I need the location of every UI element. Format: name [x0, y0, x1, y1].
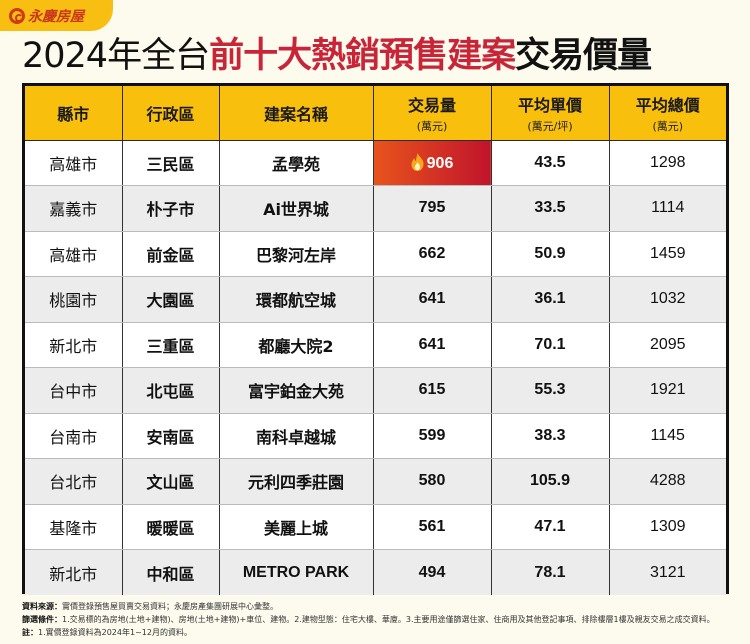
cell-county: 台中市: [25, 367, 123, 414]
cell-county: 台南市: [25, 413, 123, 459]
cell-district: 三重區: [122, 322, 220, 368]
cell-volume-highlighted: 906: [373, 140, 492, 186]
column-unit: (萬元): [652, 119, 684, 133]
footnote-note: 註：1.實價登錄資料為2024年1~12月的資料。: [22, 628, 192, 637]
cell-total-price: 1298: [609, 140, 726, 186]
cell-volume: 641: [373, 322, 492, 368]
column-header-total-price: 平均總價 (萬元): [609, 86, 726, 141]
cell-total-price: 1114: [609, 185, 726, 232]
volume-value: 906: [426, 154, 454, 172]
cell-unit-price: 36.1: [491, 276, 610, 323]
title-part-suffix: 交易價量: [515, 36, 652, 76]
cell-project: 富宇鉑金大苑: [219, 367, 374, 414]
cell-county: 台北市: [25, 458, 123, 505]
table-row: 台南市 安南區 南科卓越城 599 38.3 1145: [25, 413, 726, 459]
cell-county: 桃園市: [25, 276, 123, 323]
cell-unit-price: 43.5: [491, 140, 610, 186]
cell-volume: 795: [373, 185, 492, 232]
column-header-unit-price: 平均單價 (萬元/坪): [491, 86, 610, 141]
cell-volume: 662: [373, 231, 492, 277]
cell-volume: 494: [373, 549, 492, 595]
cell-district: 朴子市: [122, 185, 220, 232]
cell-district: 三民區: [122, 140, 220, 186]
cell-county: 新北市: [25, 549, 123, 595]
cell-project: 南科卓越城: [219, 413, 374, 459]
presale-ranking-table: 縣市 行政區 建案名稱 交易量 (萬元) 平均單價 (萬元/坪) 平均總價 (萬元) …: [22, 83, 729, 595]
column-unit: (萬元/坪): [527, 119, 573, 133]
table-row: 新北市 中和區 METRO PARK 494 78.1 3121: [25, 549, 726, 595]
cell-total-price: 1459: [609, 231, 726, 277]
table-header-row: 縣市 行政區 建案名稱 交易量 (萬元) 平均單價 (萬元/坪) 平均總價 (萬元): [25, 86, 726, 141]
column-header-district: 行政區: [122, 86, 220, 141]
cell-project: 美麗上城: [219, 504, 374, 550]
cell-total-price: 1145: [609, 413, 726, 459]
table-row: 基隆市 暖暖區 美麗上城 561 47.1 1309: [25, 504, 726, 550]
footnotes: 資料來源：實價登錄預售屋買賣交易資料；永慶房產集團研展中心彙整。 篩選條件：1.…: [22, 600, 715, 639]
column-header-project: 建案名稱: [219, 86, 374, 141]
cell-volume: 615: [373, 367, 492, 414]
column-unit: (萬元): [416, 119, 448, 133]
footnote-source: 資料來源：實價登錄預售屋買賣交易資料；永慶房產集團研展中心彙整。: [22, 602, 278, 611]
cell-district: 安南區: [122, 413, 220, 459]
cell-unit-price: 50.9: [491, 231, 610, 277]
column-header-volume: 交易量 (萬元): [373, 86, 492, 141]
cell-project: Ai世界城: [219, 185, 374, 232]
cell-project: 都廳大院2: [219, 322, 374, 368]
cell-unit-price: 38.3: [491, 413, 610, 459]
cell-county: 新北市: [25, 322, 123, 368]
cell-total-price: 2095: [609, 322, 726, 368]
cell-district: 暖暖區: [122, 504, 220, 550]
cell-project: 孟學苑: [219, 140, 374, 186]
cell-volume: 580: [373, 458, 492, 505]
page-title: 2024年全台前十大熱銷預售建案交易價量: [22, 32, 652, 80]
table-row: 高雄市 三民區 孟學苑 906 43.5 1298: [25, 140, 726, 186]
cell-county: 基隆市: [25, 504, 123, 550]
cell-project: 環都航空城: [219, 276, 374, 323]
cell-unit-price: 33.5: [491, 185, 610, 232]
brand-name: 永慶房屋: [28, 8, 84, 25]
table-row: 台中市 北屯區 富宇鉑金大苑 615 55.3 1921: [25, 367, 726, 414]
cell-total-price: 1032: [609, 276, 726, 323]
cell-unit-price: 105.9: [491, 458, 610, 505]
title-part-highlight: 前十大熱銷預售建案: [209, 36, 516, 76]
cell-district: 文山區: [122, 458, 220, 505]
cell-total-price: 3121: [609, 549, 726, 595]
table-row: 新北市 三重區 都廳大院2 641 70.1 2095: [25, 322, 726, 368]
title-part-year: 2024年全台: [22, 36, 210, 76]
cell-volume: 641: [373, 276, 492, 323]
table-row: 嘉義市 朴子市 Ai世界城 795 33.5 1114: [25, 185, 726, 232]
brand-logo-icon: [9, 7, 25, 24]
brand-logo: 永慶房屋: [0, 0, 113, 31]
cell-unit-price: 55.3: [491, 367, 610, 414]
cell-project: 元利四季莊園: [219, 458, 374, 505]
cell-total-price: 4288: [609, 458, 726, 505]
table-row: 桃園市 大園區 環都航空城 641 36.1 1032: [25, 276, 726, 323]
cell-district: 前金區: [122, 231, 220, 277]
cell-project: 巴黎河左岸: [219, 231, 374, 277]
cell-district: 中和區: [122, 549, 220, 595]
footnote-filter: 篩選條件：1.交易標的為房地(土地+建物)、房地(土地+建物)+車位、建物。2.…: [22, 615, 715, 624]
cell-total-price: 1921: [609, 367, 726, 414]
cell-county: 高雄市: [25, 140, 123, 186]
table-row: 高雄市 前金區 巴黎河左岸 662 50.9 1459: [25, 231, 726, 277]
cell-district: 北屯區: [122, 367, 220, 414]
cell-volume: 561: [373, 504, 492, 550]
cell-project: METRO PARK: [219, 549, 374, 595]
cell-unit-price: 78.1: [491, 549, 610, 595]
cell-unit-price: 47.1: [491, 504, 610, 550]
cell-district: 大園區: [122, 276, 220, 323]
column-header-county: 縣市: [25, 86, 123, 141]
cell-unit-price: 70.1: [491, 322, 610, 368]
cell-total-price: 1309: [609, 504, 726, 550]
table-row: 台北市 文山區 元利四季莊園 580 105.9 4288: [25, 458, 726, 505]
cell-county: 嘉義市: [25, 185, 123, 232]
cell-volume: 599: [373, 413, 492, 459]
fire-icon: [411, 152, 424, 171]
cell-county: 高雄市: [25, 231, 123, 277]
